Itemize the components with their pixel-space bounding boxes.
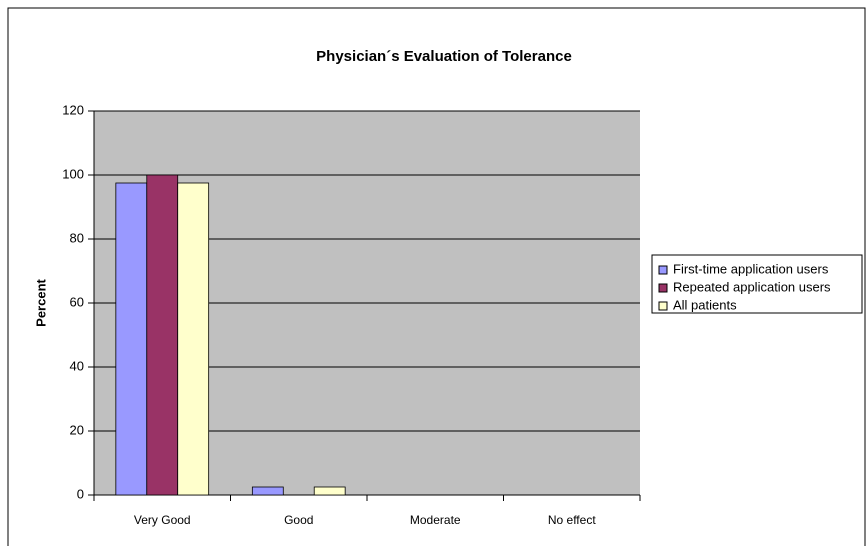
legend-label: All patients	[673, 297, 737, 312]
legend-swatch	[658, 301, 668, 311]
y-tick-label: 0	[77, 486, 84, 501]
legend-label: First-time application users	[673, 261, 829, 276]
y-tick-label: 20	[70, 422, 84, 437]
y-tick-label: 100	[62, 166, 84, 181]
bar	[313, 486, 346, 496]
y-tick-label: 80	[70, 230, 84, 245]
x-tick-label: Very Good	[134, 513, 191, 527]
bar	[115, 182, 148, 496]
y-tick-label: 60	[70, 294, 84, 309]
y-tick-label: 120	[62, 102, 84, 117]
legend-box	[651, 254, 863, 314]
chart-title: Physician´s Evaluation of Tolerance	[316, 48, 572, 65]
bar	[146, 174, 179, 496]
legend-swatch	[658, 283, 668, 293]
y-axis-label: Percent	[33, 278, 48, 326]
y-tick-label: 40	[70, 358, 84, 373]
x-tick-label: No effect	[548, 513, 596, 527]
legend-swatch	[658, 265, 668, 275]
bar	[251, 486, 284, 496]
legend-label: Repeated application users	[673, 279, 831, 294]
bar	[177, 182, 210, 496]
x-tick-label: Good	[284, 513, 313, 527]
x-tick-label: Moderate	[410, 513, 461, 527]
